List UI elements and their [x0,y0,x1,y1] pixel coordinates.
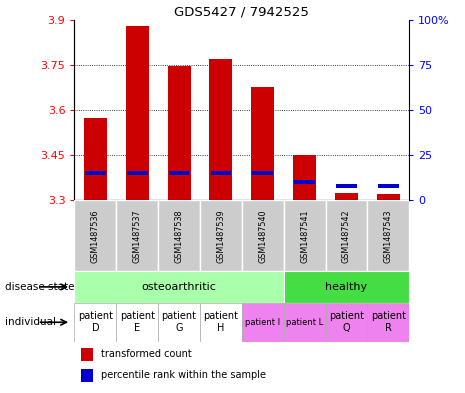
Bar [293,155,316,200]
Text: GSM1487538: GSM1487538 [174,209,184,263]
Bar [284,200,325,271]
Bar [158,303,200,342]
Bar [85,171,106,175]
Bar [242,200,284,271]
Text: GSM1487542: GSM1487542 [342,209,351,263]
Text: GSM1487541: GSM1487541 [300,209,309,263]
Bar [209,59,232,200]
Bar [211,171,231,175]
Bar [126,26,149,200]
Text: patient I: patient I [245,318,280,327]
Bar [367,303,409,342]
Text: osteoarthritic: osteoarthritic [141,282,217,292]
Text: patient
G: patient G [161,312,197,333]
Bar [158,200,200,271]
Bar [284,271,409,303]
Text: healthy: healthy [326,282,367,292]
Bar [335,193,358,200]
Bar [326,303,367,342]
Text: patient
H: patient H [203,312,239,333]
Bar [84,118,107,200]
Text: patient
Q: patient Q [329,312,364,333]
Bar [242,303,284,342]
Text: GSM1487537: GSM1487537 [133,209,142,263]
Text: patient
D: patient D [78,312,113,333]
Bar [127,171,147,175]
Text: patient L: patient L [286,318,323,327]
Bar [167,66,191,200]
Bar [116,200,158,271]
Bar [169,171,189,175]
Bar [74,271,284,303]
Text: GSM1487536: GSM1487536 [91,209,100,263]
Bar [200,200,242,271]
Bar [252,171,273,175]
Bar [81,347,93,361]
Text: transformed count: transformed count [101,349,192,359]
Bar [284,303,325,342]
Bar [251,87,274,200]
Text: GSM1487540: GSM1487540 [258,209,267,263]
Bar [294,180,315,184]
Bar [74,200,116,271]
Text: patient
E: patient E [120,312,155,333]
Text: GSM1487543: GSM1487543 [384,209,393,263]
Bar [200,303,242,342]
Bar [81,369,93,382]
Bar [326,200,367,271]
Bar [336,184,357,188]
Bar [74,303,116,342]
Text: disease state: disease state [5,282,74,292]
Bar [367,200,409,271]
Bar [377,195,400,200]
Bar [378,184,399,188]
Text: patient
R: patient R [371,312,406,333]
Text: GSM1487539: GSM1487539 [216,209,226,263]
Bar [116,303,158,342]
Title: GDS5427 / 7942525: GDS5427 / 7942525 [174,6,309,18]
Text: individual: individual [5,317,56,327]
Text: percentile rank within the sample: percentile rank within the sample [101,370,266,380]
